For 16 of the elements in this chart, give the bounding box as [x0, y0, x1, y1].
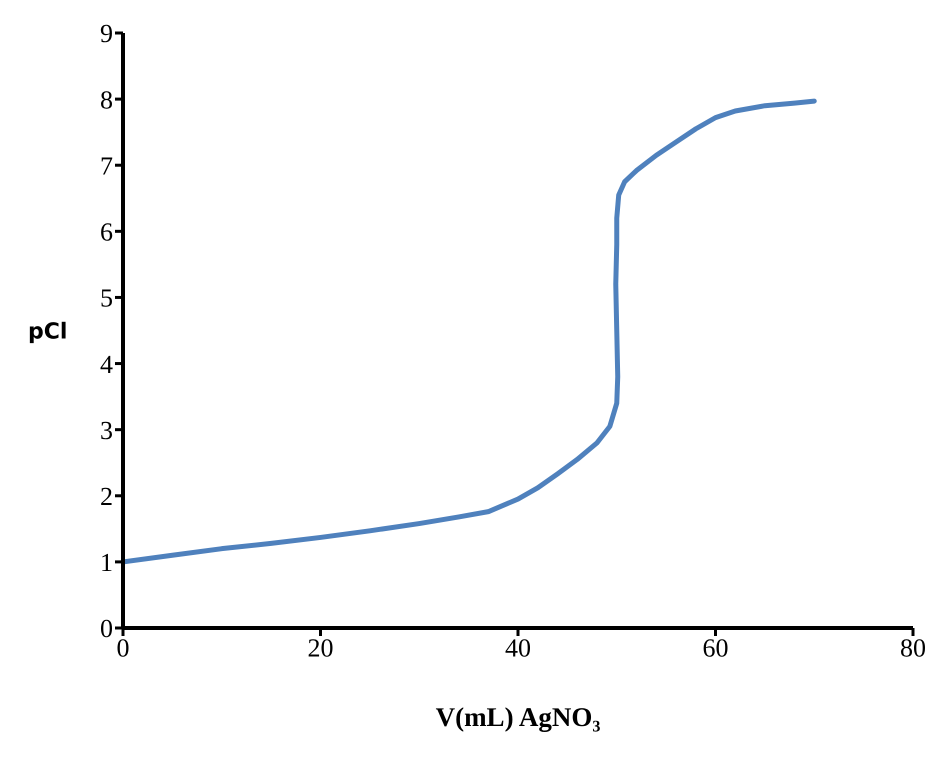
y-tick-label: 8	[100, 85, 113, 114]
x-tick-label: 80	[900, 633, 926, 662]
y-tick-label: 6	[100, 218, 113, 247]
y-tick-label: 0	[100, 614, 113, 644]
x-axis-title: V(mL) AgNO₃	[436, 702, 600, 732]
y-tick-label: 5	[100, 284, 113, 313]
x-tick-label: 40	[505, 633, 531, 662]
y-axis-title: pCl	[28, 319, 68, 344]
y-tick-label: 3	[100, 416, 113, 445]
y-tick-label: 4	[100, 350, 113, 379]
x-tick-label: 20	[308, 633, 334, 662]
x-tick-label: 60	[702, 633, 728, 662]
y-tick-label: 2	[100, 482, 113, 512]
y-tick-label: 1	[100, 548, 113, 578]
y-tick-label: 9	[100, 19, 113, 48]
y-tick-label: 7	[100, 151, 113, 180]
